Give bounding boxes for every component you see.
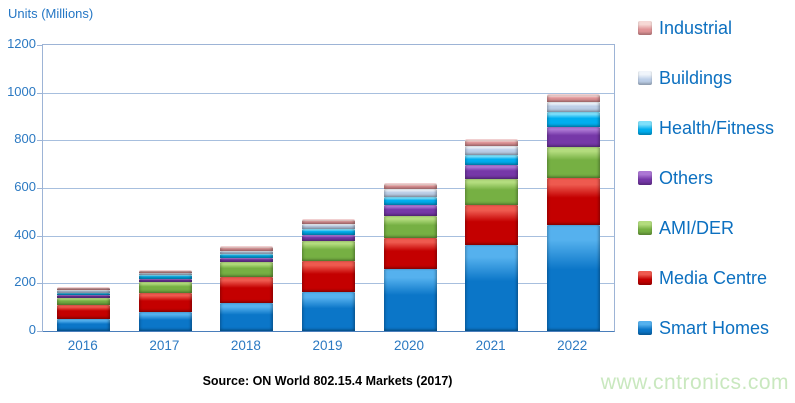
y-tick-label: 1000 [7, 83, 36, 99]
bar-segment [383, 215, 437, 238]
bar-segment [383, 203, 437, 217]
bar-segment [465, 178, 519, 206]
bar-segment [383, 268, 437, 331]
legend-item: Media Centre [638, 267, 767, 289]
bar-segment [302, 290, 355, 331]
legend-item: Smart Homes [638, 317, 769, 339]
y-tick-label: 600 [14, 179, 36, 194]
legend-swatch-icon [638, 121, 652, 135]
watermark: www.cntronics.com [600, 371, 789, 394]
bar-segment [138, 291, 192, 312]
bar-segment [546, 93, 600, 102]
x-axis-label: 2016 [67, 338, 98, 353]
bar-segment [302, 228, 355, 235]
y-axis-title: Units (Millions) [8, 6, 94, 21]
y-axis-tick [37, 331, 43, 332]
x-axis-label: 2019 [312, 338, 343, 353]
bar-segment [220, 276, 274, 303]
bar-segment [383, 195, 437, 205]
bar-segment [57, 318, 111, 331]
legend-item: Others [638, 167, 713, 189]
legend-label: Media Centre [659, 267, 768, 288]
bar-segment [57, 303, 111, 320]
x-axis-label: 2021 [475, 338, 506, 353]
legend-item: Buildings [638, 67, 732, 89]
y-axis-tick [37, 45, 43, 46]
bar-segment [465, 153, 519, 165]
y-axis-tick [37, 188, 43, 189]
gridline [43, 188, 614, 189]
bar-segment [302, 223, 355, 230]
legend-label: Industrial [659, 17, 733, 38]
gridline [43, 140, 614, 142]
x-axis-label: 2022 [557, 338, 588, 353]
legend-swatch-icon [638, 271, 652, 285]
legend-label: Smart Homes [659, 317, 770, 338]
legend-label: Buildings [659, 67, 733, 88]
legend-swatch-icon [638, 321, 652, 335]
legend-swatch-icon [638, 71, 652, 85]
bar-segment [546, 177, 600, 225]
legend: Industrial Buildings Health/Fitness Others A… [638, 0, 795, 356]
bar-segment [57, 286, 111, 291]
y-tick-label: 200 [14, 274, 36, 290]
plot-area [37, 44, 615, 332]
y-axis-tick [37, 92, 43, 94]
legend-swatch-icon [638, 221, 652, 235]
bar-segment [138, 274, 192, 279]
y-axis-tick [37, 283, 43, 285]
bar-segment [220, 246, 274, 251]
x-axis-label: 2018 [230, 338, 261, 353]
legend-label: Health/Fitness [659, 117, 775, 138]
bar-segment [302, 219, 355, 225]
bar-segment [57, 296, 111, 305]
y-tick-label: 0 [28, 322, 36, 337]
bar-segment [546, 223, 600, 331]
legend-item: Industrial [638, 17, 732, 39]
bar-segment [546, 111, 600, 128]
bar-segment [220, 261, 274, 278]
bar-segment [220, 301, 274, 331]
bar-segment [546, 145, 600, 179]
bar-segment [465, 204, 519, 246]
bar-segment [465, 139, 519, 147]
bar-segment [546, 100, 600, 113]
y-tick-label: 800 [14, 131, 36, 147]
bar-segment [383, 188, 437, 197]
x-axis-label: 2017 [149, 338, 180, 353]
legend-swatch-icon [638, 21, 652, 35]
y-axis-tick [37, 235, 43, 237]
bar-segment [138, 310, 192, 331]
bar-segment [138, 281, 192, 293]
source-caption: Source: ON World 802.15.4 Markets (2017) [202, 374, 453, 388]
legend-item: AMI/DER [638, 217, 734, 239]
legend-label: AMI/DER [659, 217, 735, 238]
bar-segment [465, 163, 519, 180]
gridline [43, 92, 614, 94]
y-tick-label: 400 [14, 226, 36, 242]
bar-segment [138, 269, 192, 274]
y-axis-tick [37, 140, 43, 142]
x-axis-label: 2020 [394, 338, 425, 353]
bar-segment [302, 259, 355, 292]
bar-segment [302, 233, 355, 242]
bar-segment [546, 126, 600, 147]
legend-item: Health/Fitness [638, 117, 774, 139]
bar-segment [465, 244, 519, 331]
bar-segment [302, 240, 355, 261]
bar-segment [465, 145, 519, 155]
legend-swatch-icon [638, 171, 652, 185]
legend-label: Others [659, 167, 714, 188]
bar-segment [383, 236, 437, 270]
y-tick-label: 1200 [7, 36, 36, 51]
bar-segment [383, 183, 437, 190]
